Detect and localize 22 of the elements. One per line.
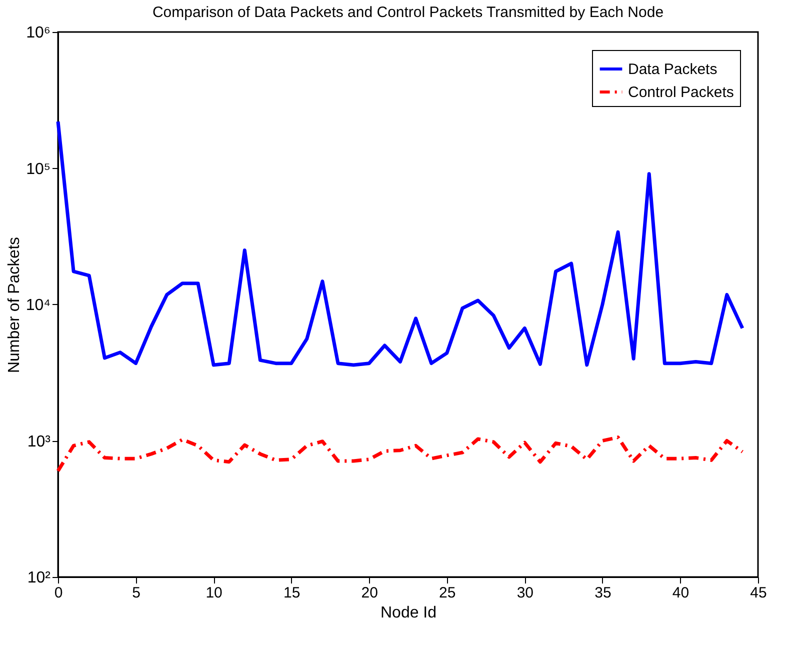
chart-title: Comparison of Data Packets and Control Packets Transmitted by Each Node	[152, 4, 664, 21]
x-tick-label: 15	[283, 584, 300, 602]
x-tick-label: 5	[132, 584, 140, 602]
y-axis-title: Number of Packets	[6, 236, 23, 374]
x-tick-label: 25	[439, 584, 456, 602]
y-tick-label: 10⁵	[26, 160, 50, 178]
legend-label: Control Packets	[628, 84, 734, 101]
y-tick-label: 10³	[27, 433, 52, 450]
x-tick-label: 40	[672, 584, 690, 602]
x-tick-label: 20	[361, 584, 378, 602]
y-tick-label: 10⁶	[26, 24, 50, 42]
line-series	[56, 436, 744, 473]
x-tick-label: 45	[750, 584, 767, 602]
legend-label: Data Packets	[628, 61, 718, 78]
x-axis-title: Node Id	[380, 604, 437, 622]
y-tick-label: 10⁴	[26, 297, 51, 314]
line-series	[56, 120, 744, 367]
y-tick-label: 10²	[27, 570, 52, 586]
x-tick-label: 35	[594, 584, 612, 602]
x-tick-label: 10	[206, 584, 222, 602]
x-tick-label: 30	[516, 584, 534, 602]
x-tick-label: 0	[54, 584, 63, 602]
